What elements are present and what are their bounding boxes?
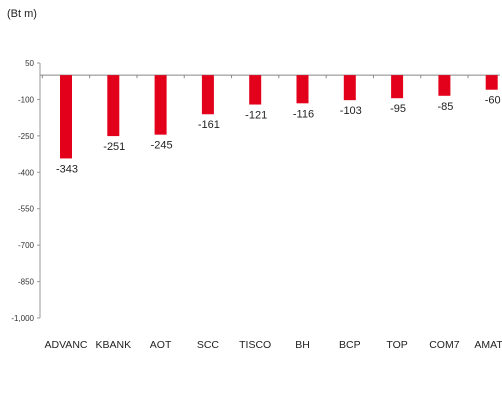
y-tick-label: -850 [18,278,35,287]
bar-kbank [107,75,120,137]
y-tick-label: -1,000 [11,314,34,323]
value-label: -245 [151,140,173,152]
y-tick-label: -700 [18,241,35,250]
chart-bars [60,75,498,159]
value-label: -95 [390,103,406,115]
bar-aot [154,75,167,135]
category-label: SCC [197,339,220,351]
value-label: -121 [245,110,267,122]
unit-label: (Bt m) [7,8,37,20]
category-label: AOT [150,339,172,351]
category-label: KBANK [95,339,131,351]
category-label: BH [295,339,310,351]
category-label: TOP [386,339,407,351]
y-tick-label: -550 [18,205,35,214]
category-label: AMATA [474,339,502,351]
bar-top [391,75,404,99]
bar-advanc [60,75,72,159]
category-label: TISCO [239,339,271,351]
category-label: COM7 [429,339,459,351]
value-label: -161 [198,119,220,131]
value-label: -251 [103,141,125,153]
y-tick-label: -400 [18,168,35,177]
bar-bcp [343,75,356,101]
value-label: -60 [485,95,501,107]
bar-scc [201,75,214,115]
value-label: -103 [340,105,362,117]
y-tick-label: 50 [25,59,34,68]
value-label: -85 [437,101,453,113]
y-tick-label: -100 [18,95,35,104]
bar-com7 [438,75,451,96]
bar-bh [296,75,309,104]
category-label: BCP [339,339,361,351]
y-tick-label: -250 [18,132,35,141]
value-label: -116 [293,108,314,120]
category-label: ADVANC [45,339,88,351]
bar-tisco [249,75,262,105]
bar-amata [485,75,498,90]
chart-labels: -343 ADVANC -251 KBANK -245 AOT -161 SCC -121 TIS… [45,95,502,351]
value-label: -343 [56,163,78,175]
